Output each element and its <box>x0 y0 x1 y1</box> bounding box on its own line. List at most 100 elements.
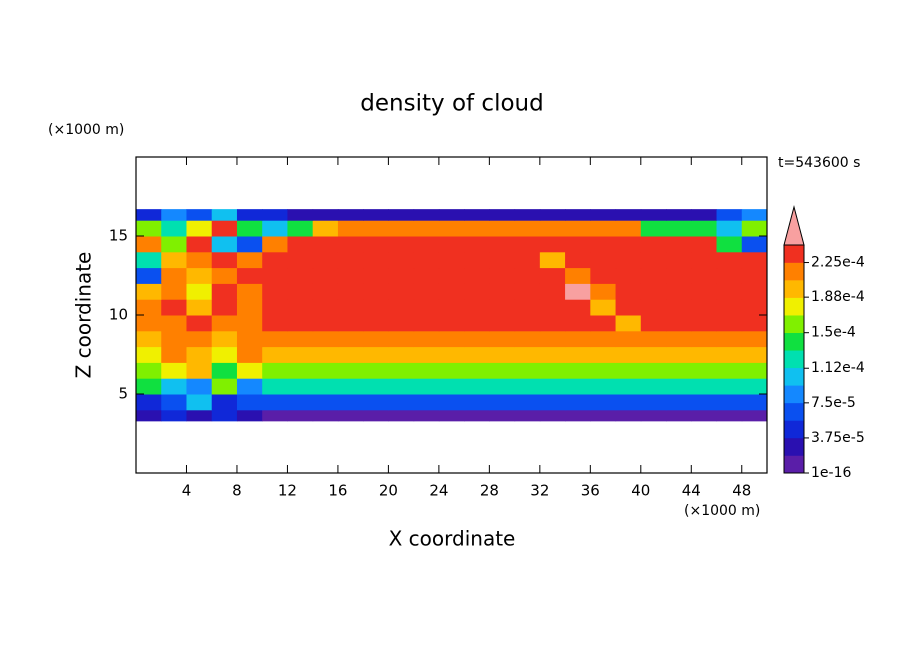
colorbar-band <box>784 402 804 421</box>
colorbar-frame <box>783 244 805 474</box>
cell <box>640 394 667 411</box>
colorbar-label: 1.5e-4 <box>811 325 856 341</box>
cell <box>312 220 339 237</box>
cell <box>236 315 263 332</box>
x-tick-label: 36 <box>581 482 600 500</box>
cell <box>489 299 516 316</box>
cell <box>565 209 591 221</box>
cell <box>161 378 187 395</box>
cell <box>363 251 389 269</box>
cell <box>615 220 642 237</box>
cell <box>539 409 566 422</box>
cell <box>438 409 465 422</box>
cell <box>590 209 617 221</box>
cell <box>136 346 162 363</box>
cell <box>136 251 162 269</box>
cell <box>161 283 187 300</box>
cell <box>413 267 440 284</box>
cell <box>741 362 768 379</box>
cell <box>136 299 162 316</box>
cell <box>741 346 768 363</box>
cell <box>337 299 364 316</box>
cell <box>211 315 238 332</box>
cell <box>615 236 642 253</box>
cell <box>262 267 288 284</box>
cell <box>186 267 213 284</box>
cell <box>514 346 541 363</box>
cell <box>514 220 541 237</box>
cell <box>464 394 490 411</box>
cell <box>186 251 213 269</box>
cell <box>312 251 339 269</box>
x-axis-label: X coordinate <box>389 527 516 551</box>
cell <box>615 251 642 269</box>
cell <box>211 283 238 300</box>
cell <box>539 251 566 269</box>
cell <box>413 220 440 237</box>
cell <box>565 330 591 348</box>
cell <box>161 362 187 379</box>
cell <box>716 267 743 284</box>
cell <box>514 251 541 269</box>
cell <box>691 394 718 411</box>
cell <box>136 283 162 300</box>
cell <box>489 330 516 348</box>
cell <box>262 346 288 363</box>
colorbar-label: 1e-16 <box>811 465 851 481</box>
cell <box>438 220 465 237</box>
cell <box>615 362 642 379</box>
cell <box>337 330 364 348</box>
cell <box>211 409 238 422</box>
cell <box>186 346 213 363</box>
cell <box>236 299 263 316</box>
cell <box>413 346 440 363</box>
cell <box>211 378 238 395</box>
cell <box>640 209 667 221</box>
cell <box>136 236 162 253</box>
x-tick-label: 20 <box>379 482 398 500</box>
cell <box>741 409 768 422</box>
cell <box>136 409 162 422</box>
cell <box>539 330 566 348</box>
cell <box>741 283 768 300</box>
cell <box>565 251 591 269</box>
cell <box>716 346 743 363</box>
cell <box>741 209 768 221</box>
colorbar-band <box>784 385 804 404</box>
cell <box>388 394 415 411</box>
cell <box>287 378 314 395</box>
cell <box>287 346 314 363</box>
cell <box>186 362 213 379</box>
cell <box>640 236 667 253</box>
cell <box>438 283 465 300</box>
cell <box>136 209 162 221</box>
cell <box>186 299 213 316</box>
cell <box>464 236 490 253</box>
cell <box>211 330 238 348</box>
cell <box>590 315 617 332</box>
cell <box>312 394 339 411</box>
colorbar-band <box>784 420 804 439</box>
cell <box>186 236 213 253</box>
cell <box>640 267 667 284</box>
cell <box>741 378 768 395</box>
cell <box>287 220 314 237</box>
cell <box>514 362 541 379</box>
cell <box>438 267 465 284</box>
cell <box>337 378 364 395</box>
cell <box>161 220 187 237</box>
cell <box>565 346 591 363</box>
x-tick-label: 16 <box>328 482 347 500</box>
colorbar-band <box>784 245 804 263</box>
cell <box>337 394 364 411</box>
cell <box>666 315 692 332</box>
colorbar-band <box>784 350 804 369</box>
cell <box>590 283 617 300</box>
cell <box>388 267 415 284</box>
cell <box>312 236 339 253</box>
x-tick-label: 24 <box>429 482 448 500</box>
x-tick-label: 4 <box>182 482 192 500</box>
cell <box>186 220 213 237</box>
cell <box>136 394 162 411</box>
cell <box>236 267 263 284</box>
